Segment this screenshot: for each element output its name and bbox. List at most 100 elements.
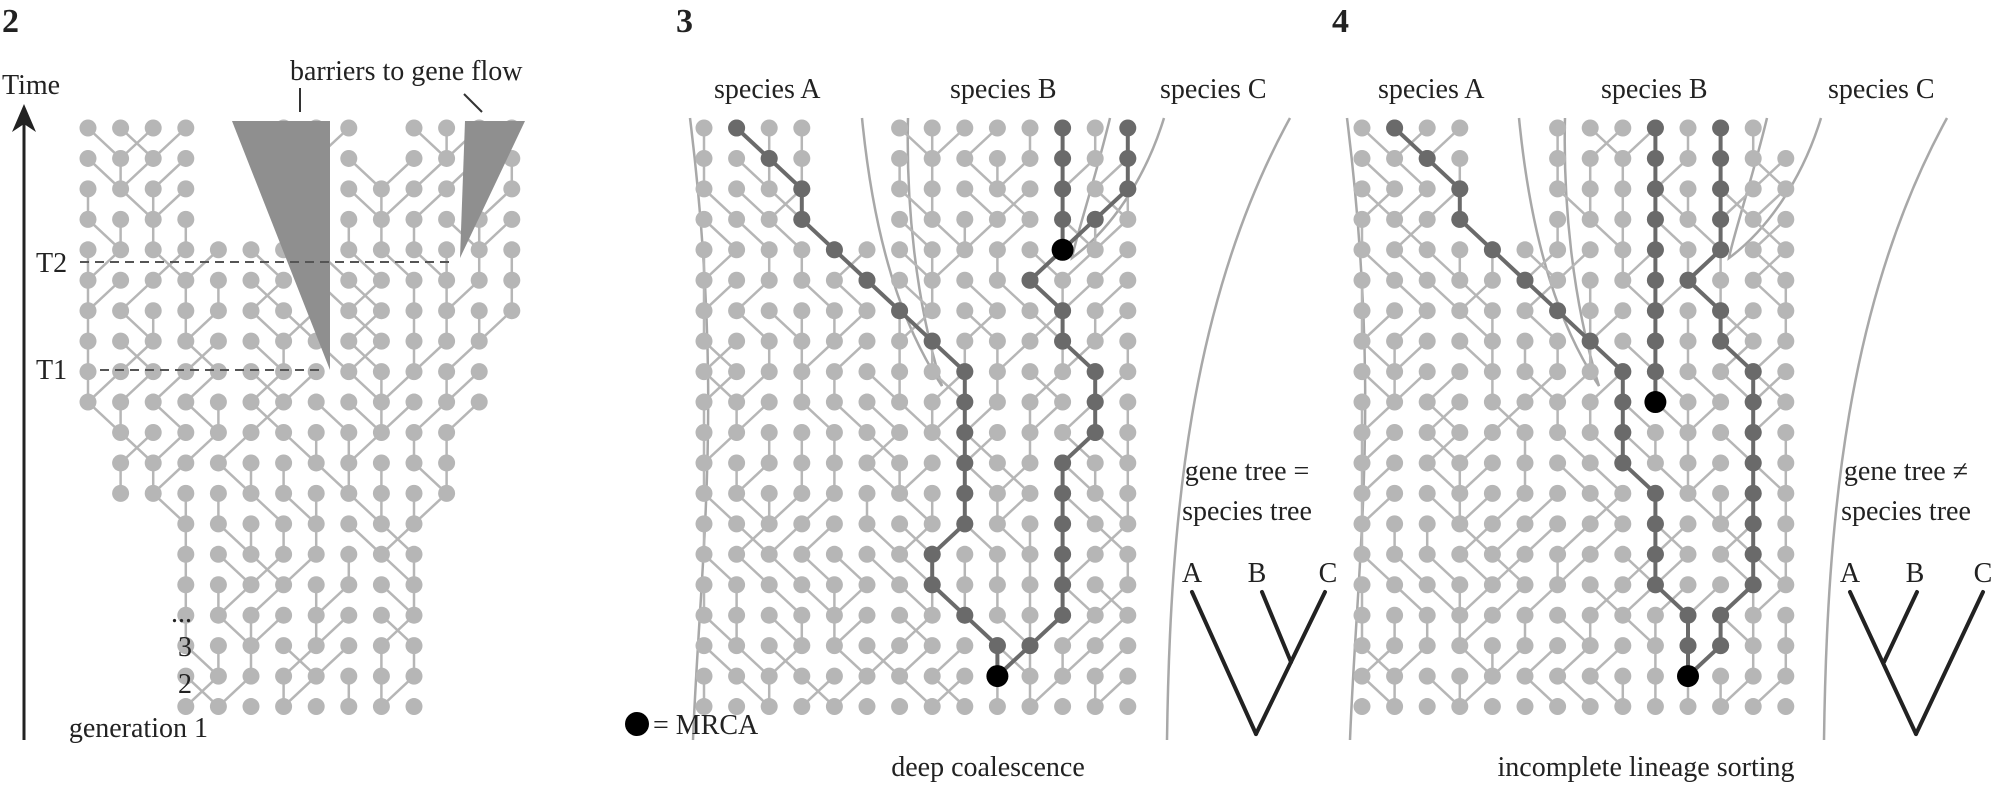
individual-dot <box>760 667 778 685</box>
individual-dot <box>956 576 974 594</box>
individual-dot <box>760 484 778 502</box>
individual-dot <box>372 424 390 441</box>
individual-dot <box>1353 210 1371 228</box>
individual-dot <box>1353 484 1371 502</box>
individual-dot <box>177 241 195 259</box>
individual-dot <box>405 180 423 198</box>
individual-dot <box>1451 332 1469 350</box>
panel-4-gene-lineage <box>1386 119 1762 688</box>
individual-dot <box>1054 363 1072 381</box>
individual-dot <box>438 332 456 350</box>
individual-dot <box>79 119 97 137</box>
individual-dot <box>891 271 909 289</box>
individual-dot <box>209 576 227 594</box>
individual-dot <box>242 576 260 594</box>
individual-dot <box>1549 149 1567 167</box>
panel-3-tree-caption-1: gene tree = <box>1185 456 1310 487</box>
individual-dot <box>728 698 746 716</box>
individual-dot <box>891 454 909 472</box>
individual-dot <box>1581 393 1599 411</box>
individual-dot <box>209 332 227 350</box>
individual-dot <box>1712 576 1730 594</box>
generation-ellipsis: ... <box>171 598 192 629</box>
individual-dot <box>340 606 358 624</box>
lineage-dot <box>1086 424 1104 441</box>
individual-dot <box>1614 698 1632 716</box>
individual-dot <box>177 180 195 198</box>
individual-dot <box>825 302 843 320</box>
individual-dot <box>405 332 423 350</box>
panel-3-tree-caption-2: species tree <box>1182 496 1312 527</box>
individual-dot <box>1581 180 1599 198</box>
individual-dot <box>1744 332 1762 350</box>
individual-dot <box>275 698 293 716</box>
individual-dot <box>79 271 97 289</box>
individual-dot <box>891 424 909 441</box>
individual-dot <box>1581 606 1599 624</box>
individual-dot <box>177 484 195 502</box>
panel-4: 4 species A species B species C incomple… <box>1332 3 1992 783</box>
lineage-dot <box>1451 210 1469 228</box>
individual-dot <box>1483 454 1501 472</box>
individual-dot <box>760 637 778 655</box>
individual-dot <box>825 484 843 502</box>
individual-dot <box>1777 637 1795 655</box>
p4-outer-right-boundary <box>1822 117 1949 741</box>
individual-dot <box>988 119 1006 137</box>
individual-dot <box>209 606 227 624</box>
individual-dot <box>825 424 843 441</box>
p3-outer-right-boundary <box>1165 117 1292 741</box>
individual-dot <box>988 484 1006 502</box>
individual-dot <box>1712 363 1730 381</box>
individual-dot <box>793 241 811 259</box>
individual-dot <box>891 119 909 137</box>
individual-dot <box>1353 180 1371 198</box>
individual-dot <box>438 363 456 381</box>
individual-dot <box>405 454 423 472</box>
individual-dot <box>1386 302 1404 320</box>
lineage-dot <box>1646 302 1664 320</box>
individual-dot <box>891 484 909 502</box>
mrca-legend-dot <box>625 712 649 736</box>
individual-dot <box>79 302 97 320</box>
individual-dot <box>988 302 1006 320</box>
individual-dot <box>1021 484 1039 502</box>
individual-dot <box>793 119 811 137</box>
individual-dot <box>825 667 843 685</box>
individual-dot <box>372 667 390 685</box>
individual-dot <box>1418 454 1436 472</box>
individual-dot <box>923 424 941 441</box>
individual-dot <box>988 149 1006 167</box>
individual-dot <box>695 698 713 716</box>
individual-dot <box>340 454 358 472</box>
lineage-dot <box>1712 637 1730 655</box>
lineage-dot <box>923 545 941 563</box>
individual-dot <box>1386 606 1404 624</box>
individual-dot <box>1777 363 1795 381</box>
lineage-dot <box>956 393 974 411</box>
t2-label: T2 <box>36 248 67 279</box>
individual-dot <box>242 606 260 624</box>
time-arrow-head-icon <box>12 104 36 132</box>
individual-dot <box>1516 393 1534 411</box>
individual-dot <box>307 424 325 441</box>
individual-dot <box>858 698 876 716</box>
individual-dot <box>340 576 358 594</box>
individual-dot <box>470 302 488 320</box>
individual-dot <box>405 667 423 685</box>
individual-dot <box>275 606 293 624</box>
lineage-dot <box>1054 119 1072 137</box>
lineage-dot <box>1086 363 1104 381</box>
individual-dot <box>1744 271 1762 289</box>
individual-dot <box>1581 149 1599 167</box>
individual-dot <box>1646 454 1664 472</box>
individual-dot <box>1119 241 1137 259</box>
individual-dot <box>1353 271 1371 289</box>
lineage-dot <box>1744 545 1762 563</box>
individual-dot <box>728 180 746 198</box>
individual-dot <box>1353 241 1371 259</box>
individual-dot <box>242 545 260 563</box>
individual-dot <box>956 180 974 198</box>
lineage-dot <box>988 637 1006 655</box>
